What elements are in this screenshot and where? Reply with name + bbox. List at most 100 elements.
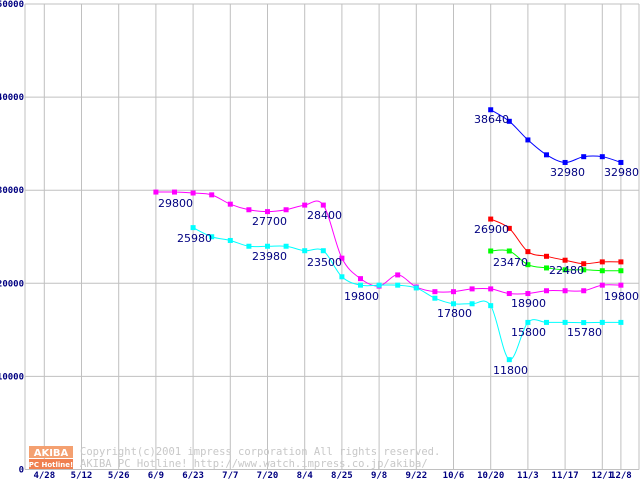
data-point-red (618, 259, 624, 265)
data-point-cyan (227, 237, 233, 243)
annotation-label: 32980 (604, 166, 639, 179)
x-tick-label: 6/9 (148, 471, 164, 480)
data-point-green (544, 265, 549, 271)
series-green (488, 248, 624, 274)
logo-box-bottom (29, 459, 73, 469)
data-point-cyan (451, 301, 456, 307)
data-point-green (581, 267, 587, 273)
x-tick-label: 4/28 (33, 471, 55, 480)
data-point-magenta (190, 190, 196, 196)
data-point-magenta (209, 192, 215, 198)
data-point-cyan (599, 319, 605, 325)
data-point-magenta (469, 286, 475, 292)
data-point-cyan (283, 243, 289, 249)
data-point-cyan (265, 243, 270, 249)
annotation-label: 19800 (604, 290, 639, 303)
data-point-cyan (432, 295, 438, 301)
data-point-cyan (618, 319, 624, 325)
annotation-label: 23470 (493, 256, 528, 269)
x-tick-label: 10/20 (477, 471, 504, 480)
data-point-magenta (525, 291, 531, 297)
grid (24, 3, 640, 470)
data-point-magenta (302, 202, 308, 208)
data-point-cyan (320, 248, 326, 254)
x-tick-label: 6/23 (182, 471, 204, 480)
annotation-label: 22480 (549, 264, 584, 277)
x-tick-label: 5/12 (71, 471, 93, 480)
data-point-cyan (376, 282, 382, 288)
series-cyan (190, 225, 624, 363)
series-magenta (153, 189, 624, 297)
data-point-green (488, 248, 494, 254)
data-point-magenta (227, 201, 233, 207)
annotation-label: 25980 (177, 232, 212, 245)
data-point-cyan (525, 319, 531, 325)
x-tick-label: 8/25 (331, 471, 353, 480)
series-red (488, 216, 624, 267)
series-blue (488, 107, 624, 165)
data-point-red (525, 249, 531, 255)
x-tick-label: 9/8 (371, 471, 387, 480)
data-point-blue (544, 152, 549, 158)
data-point-red (544, 253, 549, 259)
data-point-green (618, 268, 624, 274)
data-point-blue (525, 137, 531, 143)
data-point-cyan (581, 320, 587, 326)
data-point-blue (599, 154, 605, 160)
annotation-label: 38640 (474, 113, 509, 126)
y-tick-label: 10000 (0, 372, 24, 382)
annotation-label: 19800 (344, 290, 379, 303)
logo-pc-hotline: PC Hotline! (29, 461, 73, 469)
data-point-blue (562, 159, 568, 165)
data-point-green (506, 248, 512, 254)
annotation-label: 17800 (437, 307, 472, 320)
annotation-label: 15800 (511, 326, 546, 339)
data-point-cyan (413, 285, 419, 291)
data-point-magenta (432, 289, 438, 295)
annotation-label: 15780 (567, 326, 602, 339)
data-point-cyan (562, 319, 568, 325)
data-point-cyan (358, 282, 363, 288)
annotation-label: 26900 (474, 223, 509, 236)
data-point-red (488, 216, 494, 222)
data-point-cyan (339, 274, 345, 280)
annotations: 29800 25980 27700 23980 28400 23500 19800 17800… (158, 113, 639, 377)
annotation-label: 18900 (511, 297, 546, 310)
data-point-green (562, 267, 568, 273)
data-point-magenta (544, 288, 549, 294)
data-point-cyan (469, 301, 475, 307)
data-point-cyan (544, 319, 549, 325)
data-point-blue (506, 118, 512, 124)
copyright-text: Copyright(c)2001 impress corporation All… (80, 446, 440, 458)
x-axis-ticks: 4/28 5/12 5/26 6/9 6/23 7/7 7/20 8/4 8/25 9/8 9/22… (33, 471, 631, 480)
data-point-red (599, 259, 605, 265)
data-point-cyan (302, 248, 308, 254)
data-point-red (562, 257, 568, 263)
logo-box-top (29, 446, 73, 458)
x-tick-label: 7/20 (257, 471, 279, 480)
data-point-cyan (395, 282, 401, 288)
data-point-cyan (488, 303, 494, 309)
y-axis-ticks: 0 10000 20000 30000 40000 50000 (0, 0, 24, 476)
data-point-magenta (172, 189, 177, 195)
y-tick-label: 30000 (0, 186, 24, 196)
data-point-magenta (153, 189, 159, 195)
x-tick-label: 11/17 (552, 471, 579, 480)
series-line-magenta (155, 191, 621, 295)
data-point-cyan (246, 243, 252, 249)
annotation-label: 11800 (493, 364, 528, 377)
x-tick-label: 7/7 (222, 471, 238, 480)
data-point-green (525, 262, 531, 268)
site-url-text: AKIBA PC Hotline! http://www.watch.impre… (80, 458, 428, 470)
data-point-magenta (320, 202, 326, 208)
y-tick-label: 20000 (0, 279, 24, 289)
data-point-magenta (581, 288, 587, 294)
annotation-label: 32980 (550, 166, 585, 179)
annotation-label: 28400 (307, 209, 342, 222)
data-point-cyan (209, 234, 215, 240)
data-point-blue (488, 107, 494, 113)
x-tick-label: 5/26 (108, 471, 130, 480)
data-point-blue (618, 159, 624, 165)
data-point-magenta (283, 207, 289, 213)
